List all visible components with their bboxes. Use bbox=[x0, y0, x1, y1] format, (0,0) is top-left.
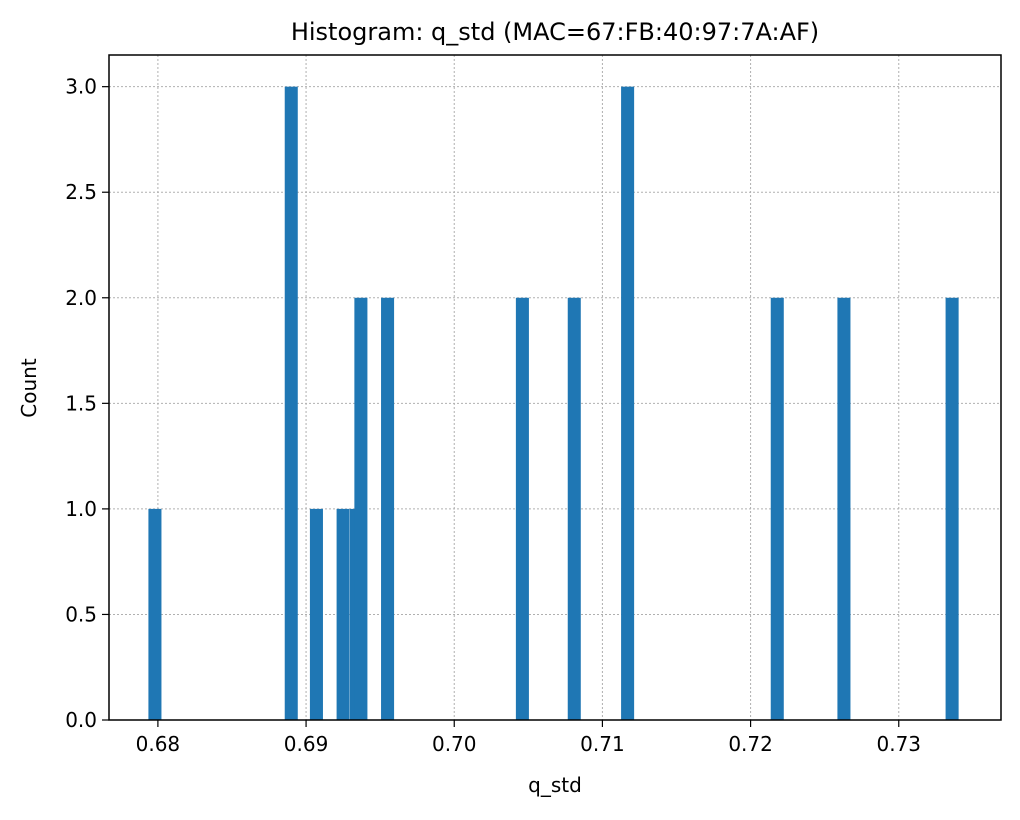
x-axis-label: q_std bbox=[528, 773, 582, 797]
y-tick-label: 0.5 bbox=[65, 602, 97, 626]
histogram-bar bbox=[770, 297, 784, 720]
histogram-bar bbox=[148, 508, 162, 720]
histogram-bar bbox=[381, 297, 395, 720]
histogram-bar bbox=[336, 508, 350, 720]
histogram-bars bbox=[148, 86, 959, 720]
x-tick-label: 0.71 bbox=[580, 732, 625, 756]
y-tick-label: 0.0 bbox=[65, 708, 97, 732]
y-tick-label: 2.5 bbox=[65, 180, 97, 204]
histogram-bar bbox=[284, 86, 298, 720]
histogram-bar bbox=[309, 508, 323, 720]
chart-title: Histogram: q_std (MAC=67:FB:40:97:7A:AF) bbox=[291, 18, 819, 46]
y-tick-label: 3.0 bbox=[65, 75, 97, 99]
y-axis-label: Count bbox=[17, 358, 41, 418]
y-axis-ticks: 0.0 0.5 1.0 1.5 2.0 2.5 3.0 bbox=[65, 75, 109, 732]
y-tick-label: 2.0 bbox=[65, 286, 97, 310]
x-tick-label: 0.70 bbox=[432, 732, 477, 756]
y-tick-label: 1.5 bbox=[65, 391, 97, 415]
histogram-bar bbox=[515, 297, 529, 720]
x-tick-label: 0.68 bbox=[136, 732, 181, 756]
histogram-bar bbox=[837, 297, 851, 720]
x-tick-label: 0.69 bbox=[284, 732, 329, 756]
histogram-bar bbox=[354, 297, 368, 720]
grid-lines bbox=[109, 55, 1001, 721]
plot-frame bbox=[108, 54, 1002, 721]
x-axis-ticks: 0.68 0.69 0.70 0.71 0.72 0.73 bbox=[136, 720, 921, 756]
histogram-bar bbox=[621, 86, 635, 720]
histogram-bar bbox=[945, 297, 959, 720]
y-tick-label: 1.0 bbox=[65, 497, 97, 521]
x-tick-label: 0.73 bbox=[876, 732, 921, 756]
histogram-bar bbox=[567, 297, 581, 720]
x-tick-label: 0.72 bbox=[728, 732, 773, 756]
